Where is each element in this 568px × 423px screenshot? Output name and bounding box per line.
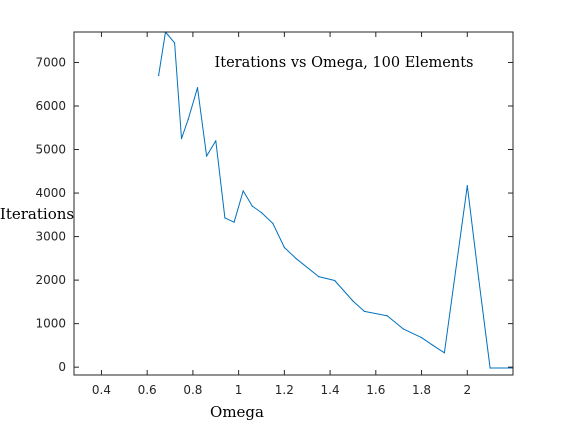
data-point xyxy=(206,155,208,157)
x-tick-label: 2 xyxy=(463,383,471,397)
data-point xyxy=(251,205,253,207)
series-line xyxy=(158,31,513,369)
x-tick-label: 1.6 xyxy=(366,383,385,397)
data-point xyxy=(501,367,503,369)
x-tick-label: 1.8 xyxy=(412,383,431,397)
data-point xyxy=(233,221,235,223)
x-tick-label: 0.8 xyxy=(183,383,202,397)
data-point xyxy=(224,217,226,219)
data-point xyxy=(478,278,480,280)
y-tick-label: 1000 xyxy=(35,317,66,331)
data-point xyxy=(489,367,491,369)
y-tick-label: 6000 xyxy=(35,99,66,113)
data-point xyxy=(215,140,217,142)
x-axis-label: Omega xyxy=(210,403,264,421)
x-tick-label: 0.6 xyxy=(138,383,157,397)
data-point xyxy=(158,74,160,77)
data-point xyxy=(363,310,365,312)
data-point xyxy=(174,42,176,44)
y-tick-label: 4000 xyxy=(35,186,66,200)
y-tick-label: 2000 xyxy=(35,273,66,287)
data-point xyxy=(260,212,263,214)
data-point xyxy=(242,190,244,192)
data-point xyxy=(196,87,199,89)
y-tick-label: 3000 xyxy=(35,230,66,244)
data-point xyxy=(295,257,297,259)
data-point xyxy=(187,118,189,120)
data-point xyxy=(283,246,285,249)
data-point xyxy=(420,337,423,339)
x-tick-label: 0.4 xyxy=(92,383,111,397)
data-point xyxy=(402,328,404,330)
data-point xyxy=(272,222,274,225)
data-point xyxy=(352,300,354,302)
y-tick-label: 7000 xyxy=(35,55,66,69)
data-point xyxy=(318,276,320,278)
data-point xyxy=(386,315,388,317)
plot-frame xyxy=(73,31,514,376)
data-point xyxy=(432,344,434,346)
y-tick-label: 5000 xyxy=(35,143,66,157)
y-tick-label: 0 xyxy=(58,360,66,374)
data-point xyxy=(180,138,183,140)
chart-title: Iterations vs Omega, 100 Elements xyxy=(215,55,474,71)
x-tick-label: 1 xyxy=(235,383,243,397)
plot-area xyxy=(74,32,513,375)
data-point xyxy=(334,279,336,282)
data-point xyxy=(466,185,468,187)
data-point xyxy=(443,352,445,354)
x-tick-label: 1.2 xyxy=(275,383,294,397)
x-tick-label: 1.4 xyxy=(321,383,340,397)
y-axis-label: Iterations xyxy=(0,205,74,223)
